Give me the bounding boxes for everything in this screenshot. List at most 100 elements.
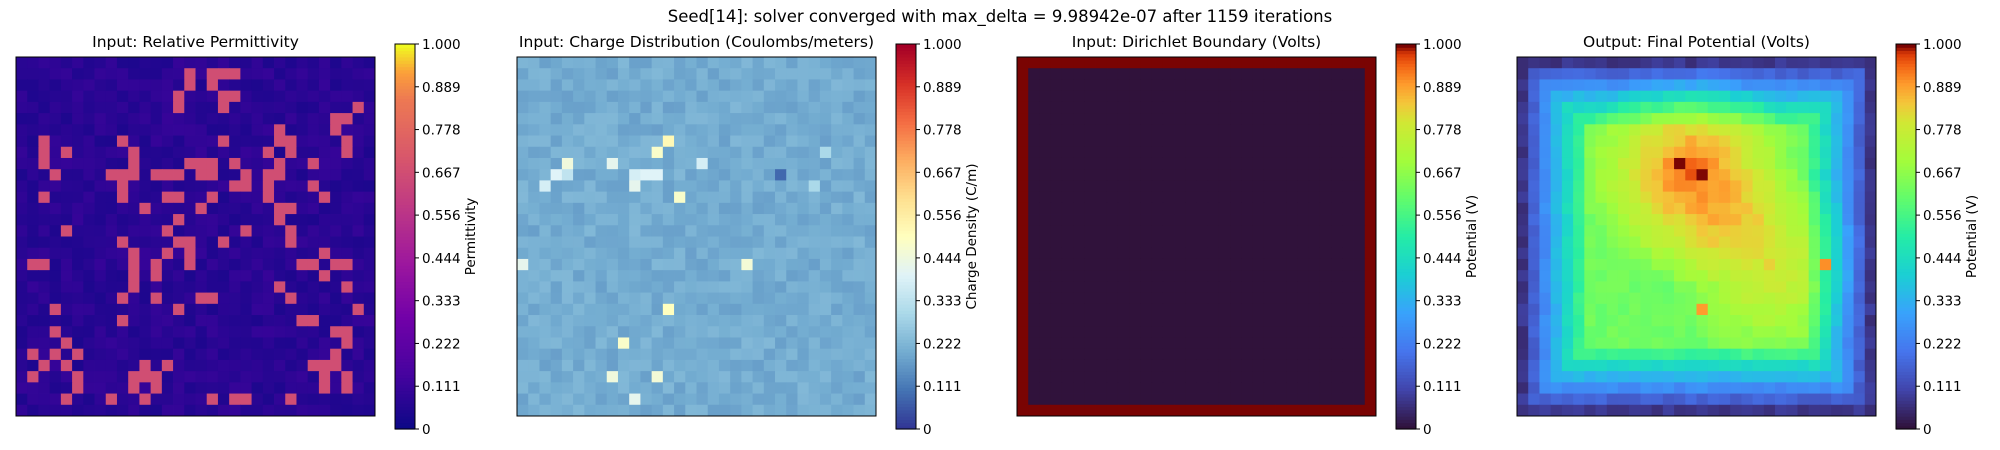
heatmap-cell [83,191,95,204]
heatmap-cell [1718,382,1731,394]
heatmap-cell [1061,247,1074,260]
heatmap-cell [606,191,619,204]
heatmap-cell [116,79,129,92]
colorbar-gradient-slice [1396,329,1416,334]
heatmap-cell [1819,191,1832,204]
heatmap-cell [797,101,810,114]
heatmap-cell [606,101,619,114]
heatmap-cell [1308,68,1321,80]
heatmap-cell [1039,281,1052,293]
heatmap-cell [1095,191,1108,204]
colorbar-gradient-slice [1396,149,1416,154]
heatmap-cell [1073,281,1085,293]
heatmap-cell [1561,292,1574,305]
heatmap-cell [1297,146,1310,159]
heatmap-cell [1319,113,1332,125]
heatmap-cell [1185,202,1197,215]
heatmap-cell [1864,270,1877,282]
heatmap-cell [1319,214,1332,226]
colorbar-gradient-slice [395,294,415,299]
heatmap-cell [741,337,753,350]
heatmap-cell [330,157,342,170]
heatmap-cell [718,180,731,193]
heatmap-cell [1252,101,1265,114]
heatmap-cell [1685,169,1697,181]
heatmap-cell [341,303,353,316]
colorbar: 00.1110.2220.3330.4440.5560.6670.7780.88… [1395,37,1480,438]
heatmap-cell [274,79,286,92]
colorbar-gradient-slice [896,368,916,372]
heatmap-cell [1342,258,1354,271]
heatmap-cell [352,348,365,361]
heatmap-cell [528,57,540,69]
colorbar-gradient-slice [896,268,916,273]
heatmap-cell [1853,348,1866,361]
colorbar-gradient-slice [1896,425,1916,430]
heatmap-cell [595,303,608,316]
heatmap-cell [1864,236,1877,249]
heatmap-cell [274,326,286,338]
heatmap-cell [831,281,843,293]
colorbar-gradient-slice [1896,284,1916,289]
colorbar-gradient-slice [395,146,415,151]
heatmap-cell [539,326,552,338]
heatmap-cell [1129,270,1141,282]
heatmap-cell [1786,236,1798,249]
heatmap-cell [352,124,365,136]
colorbar-gradient-slice [896,262,916,266]
heatmap-cell [1275,236,1287,249]
heatmap-cell [285,326,297,338]
colorbar-gradient-slice [896,345,916,350]
heatmap-cell [1039,214,1052,226]
colorbar-gradient-slice [896,249,916,254]
heatmap-cell [1808,326,1821,338]
heatmap-cell [173,258,185,271]
heatmap-cell [1286,337,1298,350]
heatmap-cell [1252,68,1265,80]
heatmap-cell [819,348,832,361]
heatmap-cell [240,326,252,338]
heatmap-cell [1550,382,1563,394]
heatmap-cell [60,337,73,350]
heatmap-cell [1561,169,1574,181]
heatmap-cell [528,270,540,282]
heatmap-cell [539,348,552,361]
heatmap-cell [1162,124,1175,136]
heatmap-cell [1129,180,1141,193]
heatmap-cell [1297,303,1310,316]
heatmap-cell [60,169,73,181]
heatmap-cell [1797,258,1810,271]
heatmap-cell [184,225,196,237]
colorbar-gradient-slice [1896,124,1916,129]
heatmap-cell [1028,371,1040,383]
heatmap-cell [741,169,753,181]
heatmap-cell [864,124,877,136]
heatmap-cell [1629,202,1641,215]
heatmap-cell [1039,303,1052,316]
heatmap-cell [27,404,39,417]
heatmap-cell [1561,337,1574,350]
heatmap-cell [674,348,686,361]
heatmap-cell [718,135,731,148]
heatmap-cell [307,202,320,215]
heatmap-cell [1617,124,1630,136]
heatmap-cell [1629,359,1641,372]
heatmap-cell [718,202,731,215]
heatmap-cell [1106,57,1119,69]
heatmap-cell [1117,292,1130,305]
heatmap-cell [685,348,697,361]
heatmap-cell [1331,225,1343,237]
heatmap-cell [1140,270,1153,282]
heatmap-cell [1696,202,1709,215]
heatmap-cell [307,382,320,394]
heatmap-cell [662,202,675,215]
heatmap-cell [1050,247,1063,260]
heatmap-cell [1539,247,1552,260]
colorbar-gradient-slice [395,271,415,276]
colorbar-tick-label: 0.333 [422,294,461,310]
colorbar-gradient-slice [1396,400,1416,404]
heatmap-cell [274,404,286,417]
colorbar-gradient-slice [1896,265,1916,270]
heatmap-cell [352,79,365,92]
colorbar-tick-label: 0.556 [923,208,962,224]
